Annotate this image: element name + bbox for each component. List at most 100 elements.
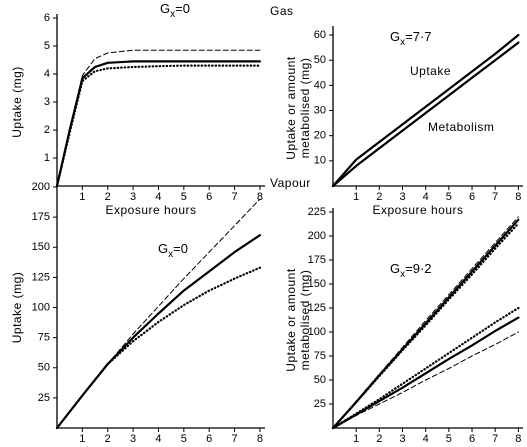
y-axis-label: Uptake or amount — [284, 268, 298, 372]
x-tick-label: 4 — [423, 433, 429, 445]
x-tick-label: 3 — [130, 191, 136, 203]
x-axis-label: Exposure hours — [372, 203, 463, 217]
y-tick-label: 40 — [314, 79, 326, 91]
y-tick-label: 125 — [308, 302, 326, 314]
y-tick-label: 1 — [44, 152, 50, 164]
series-label: Uptake — [410, 64, 451, 78]
series-line — [331, 222, 520, 430]
y-tick-label: 60 — [314, 29, 326, 41]
y-tick-label: 225 — [308, 206, 326, 218]
x-tick-label: 1 — [79, 191, 85, 203]
x-tick-label: 6 — [469, 433, 475, 445]
annotation-symbol: G — [160, 1, 170, 16]
x-tick-label: 5 — [446, 433, 452, 445]
y-tick-label: 25 — [314, 398, 326, 410]
x-tick-label: 2 — [105, 191, 111, 203]
y-tick-label: 10 — [314, 155, 326, 167]
panel-title: Vapour — [270, 176, 311, 190]
series-line — [331, 33, 520, 188]
y-tick-label: 200 — [308, 230, 326, 242]
y-tick-label: 150 — [308, 278, 326, 290]
x-tick-label: 4 — [155, 433, 161, 445]
x-tick-label: 6 — [206, 191, 212, 203]
y-axis-label: Uptake (mg) — [10, 66, 24, 138]
x-tick-label: 7 — [231, 433, 237, 445]
y-tick-label: 175 — [308, 254, 326, 266]
y-tick-label: 2 — [44, 124, 50, 136]
x-tick-label: 1 — [79, 433, 85, 445]
annotation-subscript: x — [400, 37, 405, 48]
x-tick-label: 8 — [257, 433, 263, 445]
x-tick-label: 3 — [399, 191, 405, 203]
x-tick-label: 3 — [399, 433, 405, 445]
x-axis-label: Exposure hours — [105, 203, 196, 217]
x-tick-label: 2 — [376, 433, 382, 445]
annotation: Gx=0 — [158, 241, 188, 259]
series-line — [332, 216, 519, 429]
x-axis-label: Exposure hours — [105, 445, 196, 447]
series-line — [56, 49, 261, 187]
x-tick-label: 7 — [492, 433, 498, 445]
annotation: Gx=7·7 — [390, 29, 432, 47]
y-tick-label: 125 — [32, 271, 50, 283]
series-line — [55, 234, 261, 430]
x-tick-label: 6 — [206, 433, 212, 445]
y-tick-label: 50 — [38, 362, 50, 374]
y-tick-label: 6 — [44, 12, 50, 24]
x-tick-label: 6 — [469, 191, 475, 203]
x-axis-label: Exposure hours — [372, 445, 463, 447]
x-tick-label: 4 — [423, 191, 429, 203]
y-tick-label: 75 — [38, 332, 50, 344]
y-tick-label: 30 — [314, 104, 326, 116]
y-tick-label: 150 — [32, 241, 50, 253]
x-tick-label: 1 — [353, 433, 359, 445]
x-tick-label: 5 — [446, 191, 452, 203]
series-line — [332, 331, 519, 429]
x-tick-label: 7 — [492, 191, 498, 203]
y-tick-label: 3 — [44, 96, 50, 108]
y-axis-label: metabolised (mg) — [298, 58, 312, 159]
annotation: Gx=0 — [160, 1, 190, 19]
panel-title: Gas — [270, 4, 294, 18]
y-tick-label: 50 — [314, 54, 326, 66]
series-line — [55, 64, 261, 188]
series-line — [331, 41, 520, 188]
y-axis-label: metabolised (mg) — [298, 270, 312, 371]
annotation-value: =0 — [175, 1, 190, 16]
x-tick-label: 8 — [515, 433, 521, 445]
annotation-value: =7·7 — [405, 29, 431, 44]
x-tick-label: 5 — [181, 433, 187, 445]
series-line — [331, 316, 520, 430]
y-tick-label: 20 — [314, 130, 326, 142]
x-tick-label: 8 — [257, 191, 263, 203]
y-tick-label: 175 — [32, 211, 50, 223]
x-tick-label: 5 — [181, 191, 187, 203]
y-axis-label: Uptake (mg) — [10, 272, 24, 344]
series-line — [331, 306, 520, 430]
x-tick-label: 3 — [130, 433, 136, 445]
series-line — [56, 198, 261, 429]
x-tick-label: 2 — [105, 433, 111, 445]
annotation-subscript: x — [170, 9, 175, 20]
y-tick-label: 75 — [314, 350, 326, 362]
y-tick-label: 5 — [44, 40, 50, 52]
y-tick-label: 100 — [32, 301, 50, 313]
annotation-value: =0 — [173, 241, 188, 256]
y-axis-label: Uptake or amount — [284, 56, 298, 160]
x-tick-label: 1 — [353, 191, 359, 203]
x-tick-label: 7 — [231, 191, 237, 203]
y-tick-label: 25 — [38, 392, 50, 404]
annotation-symbol: G — [390, 29, 400, 44]
annotation-symbol: G — [390, 261, 400, 276]
y-tick-label: 50 — [314, 374, 326, 386]
y-tick-label: 200 — [32, 181, 50, 193]
annotation-value: =9·2 — [405, 261, 431, 276]
y-tick-label: 100 — [308, 326, 326, 338]
series-label: Metabolism — [428, 120, 494, 134]
series-line — [55, 60, 261, 188]
annotation-symbol: G — [158, 241, 168, 256]
y-tick-label: 4 — [44, 68, 50, 80]
annotation-subscript: x — [168, 249, 173, 260]
x-tick-label: 4 — [155, 191, 161, 203]
